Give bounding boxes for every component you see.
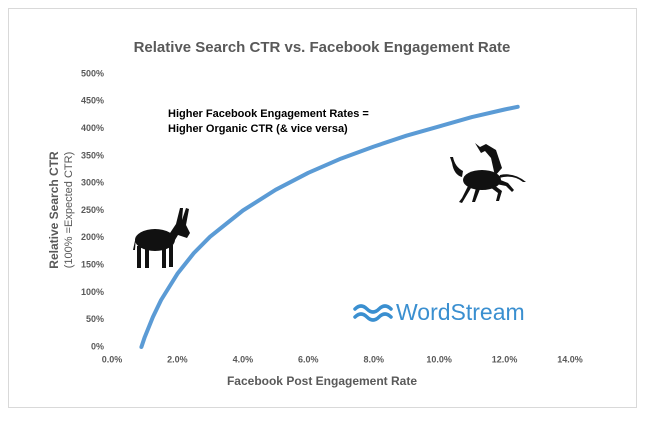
chart-frame <box>8 8 637 408</box>
y-tick-label: 300% <box>81 178 104 188</box>
annotation: Higher Facebook Engagement Rates = <box>168 108 369 120</box>
x-tick-label: 12.0% <box>492 354 518 364</box>
annotation: Higher Organic CTR (& vice versa) <box>168 123 348 135</box>
chart-title: Relative Search CTR vs. Facebook Engagem… <box>134 39 511 56</box>
y-tick-label: 100% <box>81 287 104 297</box>
y-tick-label: 450% <box>81 96 104 106</box>
logo-text: WordStream <box>396 299 525 325</box>
y-tick-label: 250% <box>81 205 104 215</box>
donkey-icon <box>133 208 190 268</box>
x-tick-label: 8.0% <box>363 354 384 364</box>
y-axis-subtitle: (100% =Expected CTR) <box>63 152 75 268</box>
x-tick-label: 2.0% <box>167 354 188 364</box>
y-tick-label: 500% <box>81 68 104 78</box>
x-tick-label: 0.0% <box>102 354 123 364</box>
y-tick-label: 200% <box>81 232 104 242</box>
y-tick-label: 0% <box>91 341 104 351</box>
x-tick-label: 4.0% <box>233 354 254 364</box>
logo-icon <box>353 304 393 322</box>
unicorn-icon <box>450 143 526 203</box>
y-tick-label: 350% <box>81 150 104 160</box>
y-tick-label: 150% <box>81 259 104 269</box>
data-line <box>139 104 520 349</box>
x-tick-label: 14.0% <box>557 354 583 364</box>
x-axis-title: Facebook Post Engagement Rate <box>227 374 417 388</box>
y-axis-title: Relative Search CTR <box>47 151 61 269</box>
x-tick-label: 6.0% <box>298 354 319 364</box>
y-tick-label: 50% <box>86 314 104 324</box>
y-tick-label: 400% <box>81 123 104 133</box>
x-tick-label: 10.0% <box>426 354 452 364</box>
